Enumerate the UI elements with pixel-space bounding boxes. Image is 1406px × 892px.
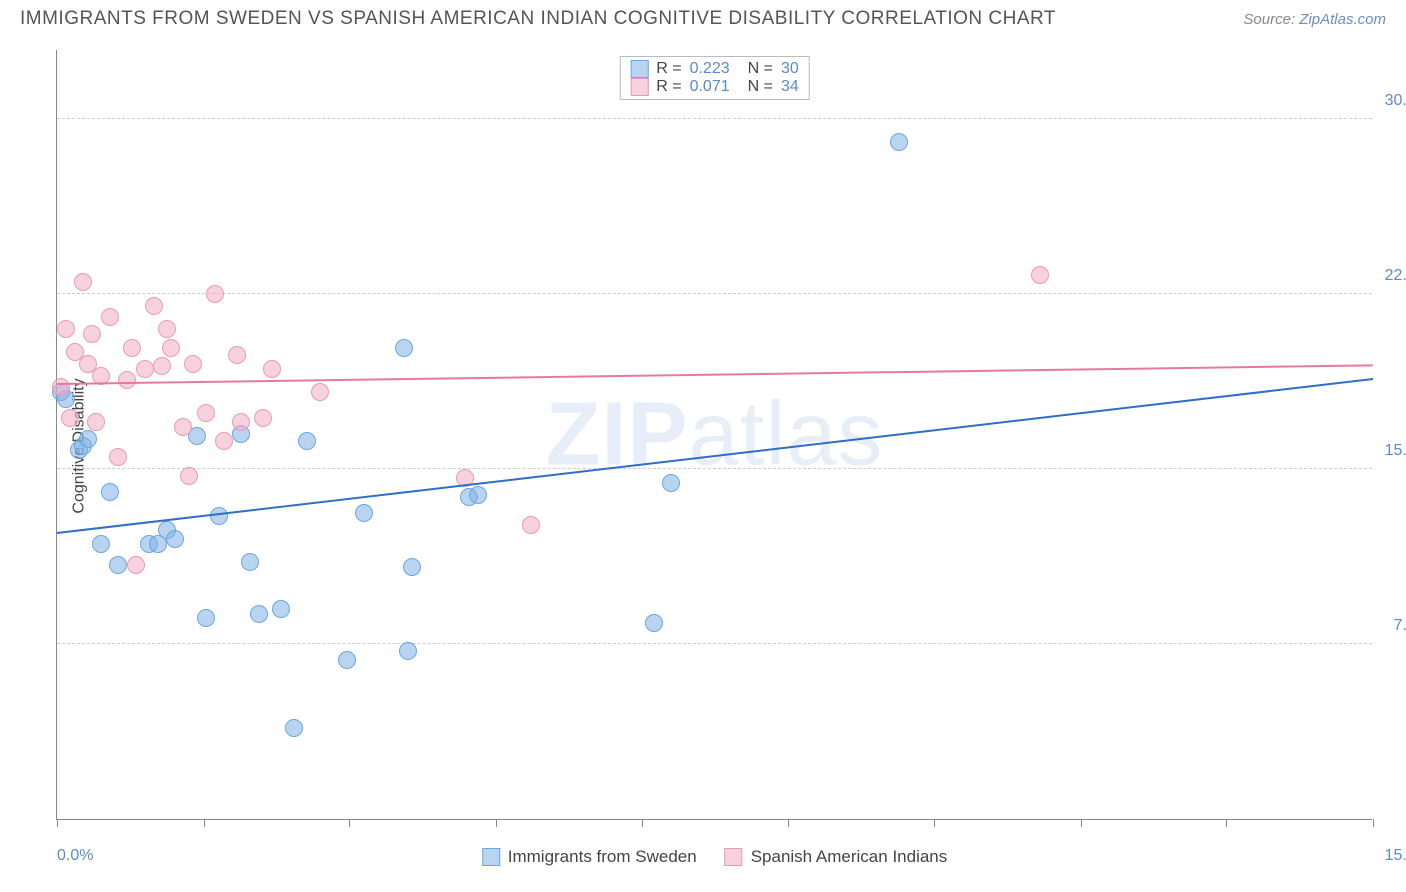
scatter-point-blue (197, 609, 215, 627)
scatter-point-pink (197, 404, 215, 422)
scatter-point-pink (83, 325, 101, 343)
scatter-point-pink (74, 273, 92, 291)
scatter-point-pink (136, 360, 154, 378)
legend-r-value: 0.223 (690, 60, 730, 78)
scatter-point-pink (158, 320, 176, 338)
source-link[interactable]: ZipAtlas.com (1299, 11, 1386, 28)
legend-swatch (725, 848, 743, 866)
y-tick-label: 15.0% (1385, 442, 1406, 460)
legend-stats-row-blue: R = 0.223 N = 30 (630, 60, 799, 78)
legend-n-value: 30 (781, 60, 799, 78)
scatter-point-blue (79, 430, 97, 448)
legend-r-value: 0.071 (690, 78, 730, 96)
gridline-h (57, 468, 1372, 469)
scatter-point-blue (285, 719, 303, 737)
legend-series: Immigrants from Sweden Spanish American I… (482, 847, 948, 867)
x-tick (934, 819, 935, 827)
x-tick (1373, 819, 1374, 827)
legend-item-blue: Immigrants from Sweden (482, 847, 697, 867)
x-tick-label-left: 0.0% (57, 847, 93, 865)
x-tick (349, 819, 350, 827)
scatter-point-blue (92, 535, 110, 553)
legend-swatch (630, 60, 648, 78)
scatter-point-pink (123, 339, 141, 357)
legend-stats: R = 0.223 N = 30 R = 0.071 N = 34 (619, 56, 810, 100)
scatter-point-blue (662, 474, 680, 492)
legend-n-label: N = (748, 60, 773, 78)
scatter-point-pink (145, 297, 163, 315)
legend-r-label: R = (656, 78, 681, 96)
scatter-point-pink (153, 357, 171, 375)
scatter-point-pink (228, 346, 246, 364)
trendline-pink (57, 364, 1373, 385)
legend-stats-row-pink: R = 0.071 N = 34 (630, 78, 799, 96)
chart-title: IMMIGRANTS FROM SWEDEN VS SPANISH AMERIC… (20, 8, 1056, 30)
scatter-point-blue (109, 556, 127, 574)
chart-wrap: Cognitive Disability ZIPatlas 7.5%15.0%2… (44, 38, 1386, 854)
legend-n-label: N = (748, 78, 773, 96)
scatter-point-pink (180, 467, 198, 485)
scatter-point-pink (174, 418, 192, 436)
plot-area: ZIPatlas 7.5%15.0%22.5%30.0%0.0%15.0%R =… (56, 50, 1372, 820)
legend-swatch (630, 78, 648, 96)
y-tick-label: 22.5% (1385, 267, 1406, 285)
gridline-h (57, 293, 1372, 294)
scatter-point-blue (399, 642, 417, 660)
scatter-point-blue (338, 651, 356, 669)
scatter-point-pink (118, 371, 136, 389)
legend-label: Immigrants from Sweden (508, 847, 697, 867)
scatter-point-blue (645, 614, 663, 632)
scatter-point-pink (127, 556, 145, 574)
legend-item-pink: Spanish American Indians (725, 847, 948, 867)
scatter-point-blue (403, 558, 421, 576)
y-tick-label: 7.5% (1394, 617, 1406, 635)
scatter-point-pink (61, 409, 79, 427)
scatter-point-pink (263, 360, 281, 378)
scatter-point-blue (298, 432, 316, 450)
scatter-point-pink (162, 339, 180, 357)
gridline-h (57, 643, 1372, 644)
scatter-point-pink (215, 432, 233, 450)
title-bar: IMMIGRANTS FROM SWEDEN VS SPANISH AMERIC… (0, 0, 1406, 34)
scatter-point-pink (206, 285, 224, 303)
x-tick (788, 819, 789, 827)
x-tick (1226, 819, 1227, 827)
scatter-point-pink (57, 320, 75, 338)
scatter-point-pink (1031, 266, 1049, 284)
scatter-point-blue (890, 133, 908, 151)
scatter-point-blue (272, 600, 290, 618)
scatter-point-blue (355, 504, 373, 522)
x-tick (642, 819, 643, 827)
x-tick (1081, 819, 1082, 827)
x-tick-label-right: 15.0% (1385, 847, 1406, 865)
x-tick (496, 819, 497, 827)
scatter-point-blue (395, 339, 413, 357)
scatter-point-blue (101, 483, 119, 501)
legend-r-label: R = (656, 60, 681, 78)
legend-n-value: 34 (781, 78, 799, 96)
scatter-point-pink (87, 413, 105, 431)
scatter-point-blue (250, 605, 268, 623)
y-tick-label: 30.0% (1385, 92, 1406, 110)
scatter-point-pink (254, 409, 272, 427)
scatter-point-blue (166, 530, 184, 548)
scatter-point-blue (241, 553, 259, 571)
x-tick (57, 819, 58, 827)
scatter-point-pink (522, 516, 540, 534)
scatter-point-pink (311, 383, 329, 401)
source-attribution: Source: ZipAtlas.com (1243, 11, 1386, 28)
scatter-point-blue (469, 486, 487, 504)
legend-swatch (482, 848, 500, 866)
legend-label: Spanish American Indians (751, 847, 948, 867)
source-prefix: Source: (1243, 11, 1299, 28)
trendline-blue (57, 378, 1373, 534)
scatter-point-pink (109, 448, 127, 466)
scatter-point-pink (184, 355, 202, 373)
x-tick (204, 819, 205, 827)
scatter-point-pink (52, 378, 70, 396)
chart-container: IMMIGRANTS FROM SWEDEN VS SPANISH AMERIC… (0, 0, 1406, 892)
gridline-h (57, 118, 1372, 119)
scatter-point-pink (232, 413, 250, 431)
scatter-point-pink (101, 308, 119, 326)
